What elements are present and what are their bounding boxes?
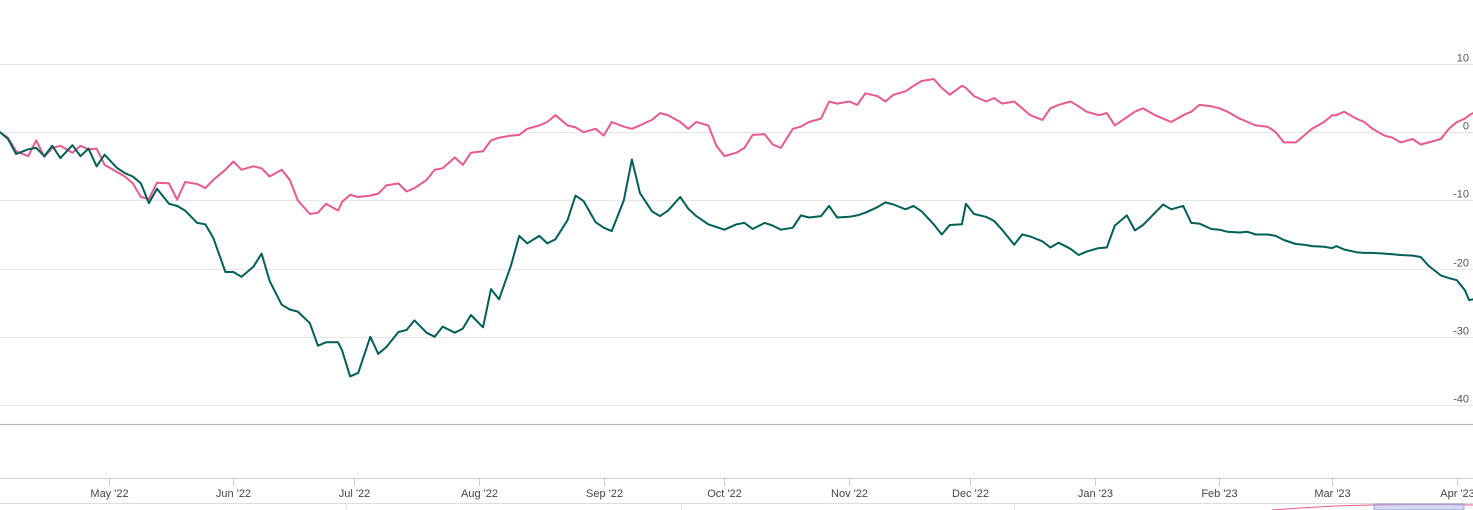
- navigator[interactable]: [0, 503, 1473, 510]
- x-tick-label: Oct '22: [707, 488, 742, 500]
- x-tick-label: Nov '22: [831, 488, 868, 500]
- x-tick-label: Jan '23: [1078, 488, 1113, 500]
- y-tick-label: -40: [1453, 394, 1469, 406]
- x-tick-label: Dec '22: [952, 488, 989, 500]
- x-tick-label: Apr '23: [1440, 488, 1473, 500]
- x-tick-label: Sep '22: [586, 488, 623, 500]
- x-axis-ticks: May '22 Jun '22 Jul '22 Aug '22 Sep '22 Oct '…: [90, 479, 1473, 500]
- navigator-selection[interactable]: [1373, 503, 1465, 510]
- gridlines: [0, 64, 1473, 406]
- x-tick-label: May '22: [90, 488, 128, 500]
- y-axis-ticks: 10 0 -10 -20 -30 -40: [1453, 53, 1469, 406]
- y-tick-label: -30: [1453, 326, 1469, 338]
- series-line-0: [0, 131, 1473, 378]
- y-tick-label: 10: [1457, 53, 1469, 65]
- series-group: [0, 78, 1473, 378]
- y-tick-label: 0: [1463, 121, 1469, 133]
- x-tick-label: Aug '22: [461, 488, 498, 500]
- x-tick-label: Feb '23: [1201, 488, 1237, 500]
- x-tick-label: Mar '23: [1314, 488, 1350, 500]
- series-line-1: [0, 78, 1473, 215]
- y-tick-label: -20: [1453, 258, 1469, 270]
- x-tick-label: Jun '22: [216, 488, 251, 500]
- x-tick-label: Jul '22: [339, 488, 370, 500]
- y-tick-label: -10: [1453, 189, 1469, 201]
